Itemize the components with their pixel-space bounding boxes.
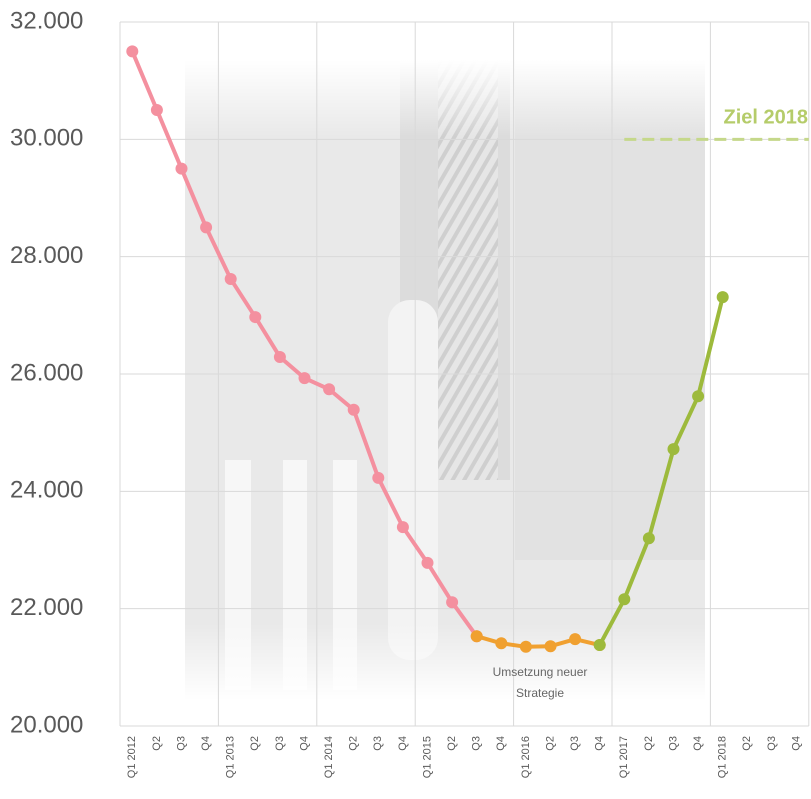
x-tick-label: Q3 (667, 736, 679, 751)
x-tick-label: Q1 2015 (421, 736, 433, 778)
x-tick-label: Q1 2012 (126, 736, 138, 778)
point (126, 45, 139, 58)
x-tick-label: Q2 (643, 736, 655, 751)
x-tick-label: Q4 (790, 736, 802, 751)
x-tick-label: Q3 (471, 736, 483, 751)
x-tick-label: Q3 (766, 736, 778, 751)
point (716, 291, 729, 304)
x-tick-label: Q4 (200, 736, 212, 751)
point (618, 593, 631, 606)
point (347, 403, 360, 416)
series-line (597, 296, 725, 646)
point (323, 383, 336, 396)
point (249, 311, 262, 324)
point (544, 640, 557, 653)
y-tick-label: 24.000 (10, 477, 83, 504)
x-tick-label: Q1 2017 (618, 736, 630, 778)
x-tick-label: Q4 (692, 736, 704, 751)
x-tick-label: Q1 2016 (520, 736, 532, 778)
point (519, 640, 532, 653)
point (446, 596, 459, 609)
point (692, 390, 705, 403)
annotation: Umsetzung neuer Strategie (492, 665, 588, 700)
x-tick-label: Q1 2014 (323, 736, 335, 778)
x-tick-label: Q1 2018 (717, 736, 729, 778)
y-tick-label: 26.000 (10, 359, 83, 386)
point (569, 633, 582, 646)
point (667, 443, 680, 456)
point (421, 556, 434, 569)
point (372, 471, 385, 484)
point (495, 637, 508, 650)
x-tick-label: Q4 (495, 736, 507, 751)
x-tick-label: Q1 2013 (225, 736, 237, 778)
y-tick-label: 32.000 (10, 7, 83, 34)
point (224, 272, 237, 285)
x-tick-label: Q2 (446, 736, 458, 751)
point (642, 532, 655, 545)
x-tick-label: Q3 (372, 736, 384, 751)
point (273, 350, 286, 363)
point (298, 372, 311, 385)
x-tick-label: Q4 (298, 736, 310, 751)
point (175, 162, 188, 175)
y-tick-label: 30.000 (10, 125, 83, 152)
x-tick-label: Q2 (348, 736, 360, 751)
y-tick-label: 28.000 (10, 242, 83, 269)
x-tick-label: Q3 (175, 736, 187, 751)
y-tick-label: 20.000 (10, 711, 83, 738)
point (150, 104, 163, 116)
point (396, 521, 409, 534)
point (200, 221, 213, 234)
x-tick-label: Q4 (397, 736, 409, 751)
x-tick-label: Q2 (544, 736, 556, 751)
x-tick-label: Q2 (151, 736, 163, 751)
point (593, 639, 606, 652)
x-tick-label: Q2 (741, 736, 753, 751)
x-tick-label: Q3 (274, 736, 286, 751)
x-tick-label: Q4 (594, 736, 606, 751)
x-tick-label: Q3 (569, 736, 581, 751)
target-label: Ziel 2018 (723, 107, 808, 129)
point (470, 630, 483, 643)
y-tick-label: 22.000 (10, 594, 83, 621)
x-tick-label: Q2 (249, 736, 261, 751)
